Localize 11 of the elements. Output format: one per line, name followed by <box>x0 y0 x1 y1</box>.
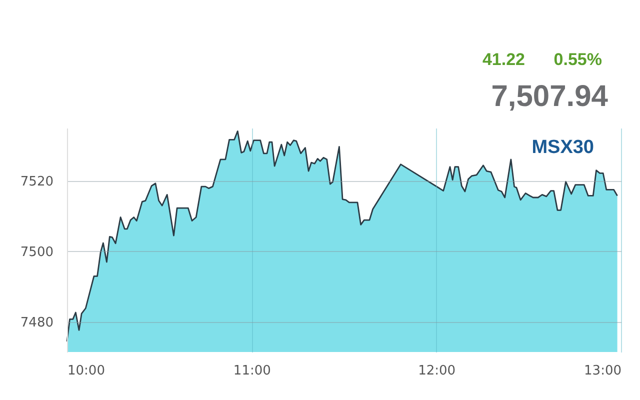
x-tick-label: 11:00 <box>233 364 271 378</box>
x-tick-label: 12:00 <box>418 364 456 378</box>
y-tick-label: 7480 <box>20 316 54 331</box>
y-tick-label: 7500 <box>20 244 54 260</box>
text: MSX30 <box>532 137 594 159</box>
x-tick-label: 10:00 <box>68 364 105 378</box>
x-tick-label: 13:00 <box>584 364 622 378</box>
text: 41.22 <box>482 50 525 70</box>
text: 7,507.94 <box>491 80 608 114</box>
text: 0.55% <box>554 50 602 70</box>
y-tick-label: 7520 <box>20 174 54 190</box>
